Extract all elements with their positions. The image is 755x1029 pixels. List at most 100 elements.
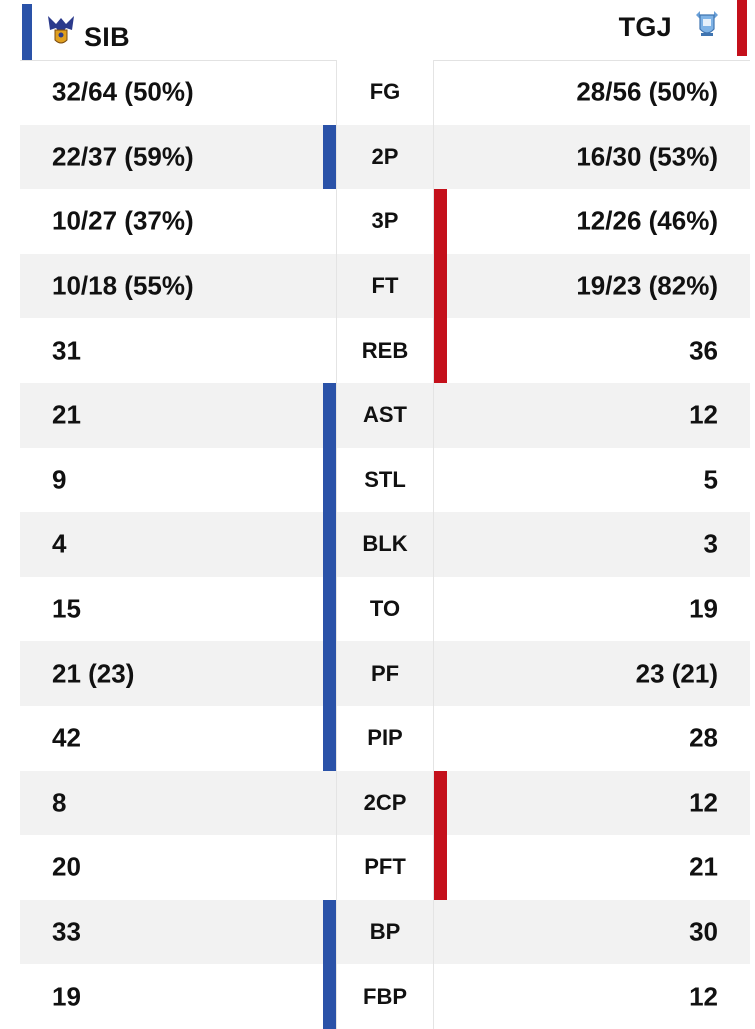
stat-label-cell: TO <box>336 576 434 642</box>
away-team-name: TGJ <box>618 12 672 42</box>
away-stat-value: 12/26 (46%) <box>576 205 718 236</box>
home-leader-indicator <box>323 964 336 1029</box>
home-stat-cell: 10/27 (37%) <box>20 189 336 254</box>
stat-label: PF <box>370 660 400 686</box>
away-stat-cell: 19 <box>434 577 750 642</box>
home-stat-value: 9 <box>52 464 67 495</box>
stat-label-cell: FG <box>336 60 434 125</box>
home-stat-cell: 10/18 (55%) <box>20 254 336 319</box>
stat-row-ast: 21 AST 12 <box>20 382 750 448</box>
stats-table: 32/64 (50%) FG 28/56 (50%) 22/37 (59%) 2P 16/… <box>20 60 750 1029</box>
stat-row-fbp: 19 FBP 12 <box>20 964 750 1029</box>
stat-label: FT <box>371 273 399 299</box>
stat-label-cell: 3P <box>336 189 434 254</box>
stat-label-cell: PF <box>336 641 434 706</box>
away-stat-value: 12 <box>689 787 718 818</box>
home-team-name: SIB <box>84 22 130 52</box>
away-leader-indicator <box>434 189 447 254</box>
home-stat-value: 22/37 (59%) <box>52 141 194 172</box>
stat-label: PFT <box>364 854 406 880</box>
home-stat-cell: 33 <box>20 899 336 965</box>
away-stat-cell: 3 <box>434 512 750 577</box>
home-leader-indicator <box>323 641 336 706</box>
home-stat-cell: 22/37 (59%) <box>20 124 336 190</box>
home-stat-cell: 31 <box>20 318 336 383</box>
away-stat-value: 3 <box>703 528 718 559</box>
home-stat-value: 21 (23) <box>52 658 135 689</box>
home-stat-value: 20 <box>52 851 81 882</box>
home-leader-indicator <box>323 705 336 771</box>
away-stat-value: 23 (21) <box>635 658 718 689</box>
stat-row-stl: 9 STL 5 <box>20 447 750 513</box>
home-leader-indicator <box>323 512 336 577</box>
away-stat-value: 30 <box>689 916 718 947</box>
home-stat-cell: 42 <box>20 705 336 771</box>
home-leader-indicator <box>323 447 336 513</box>
stat-row-2cp: 8 2CP 12 <box>20 770 750 836</box>
home-stat-cell: 9 <box>20 447 336 513</box>
away-stat-value: 12 <box>689 981 718 1012</box>
away-color-bar <box>737 0 747 56</box>
away-leader-indicator <box>434 318 447 383</box>
stat-label: FG <box>369 79 401 105</box>
stat-label-cell: AST <box>336 382 434 448</box>
home-leader-indicator <box>323 382 336 448</box>
stat-label: STL <box>364 466 406 492</box>
away-team[interactable]: TGJ <box>619 8 722 43</box>
home-stat-cell: 20 <box>20 835 336 900</box>
home-leader-indicator <box>323 124 336 190</box>
team-stats-comparison: SIB TGJ 32/64 (50%) FG 28/56 (50%) 22/37 (5… <box>20 0 750 1029</box>
away-stat-cell: 12 <box>434 964 750 1029</box>
home-stat-cell: 32/64 (50%) <box>20 60 336 125</box>
tgj-logo-icon <box>692 9 722 43</box>
away-stat-cell: 16/30 (53%) <box>434 125 750 190</box>
stat-label-cell: 2P <box>336 124 434 190</box>
stat-row-pf: 21 (23) PF 23 (21) <box>20 641 750 706</box>
home-stat-cell: 15 <box>20 576 336 642</box>
stat-label-cell: PFT <box>336 835 434 900</box>
stat-row-pft: 20 PFT 21 <box>20 835 750 900</box>
stat-label-cell: REB <box>336 318 434 383</box>
home-color-bar <box>22 4 32 60</box>
stat-label: BP <box>369 919 401 945</box>
home-team[interactable]: SIB <box>46 8 130 53</box>
away-stat-value: 28/56 (50%) <box>576 76 718 107</box>
sib-logo-icon <box>46 14 76 48</box>
stat-label: REB <box>361 337 409 363</box>
stat-label-cell: BP <box>336 899 434 965</box>
away-leader-indicator <box>434 835 447 900</box>
stat-label: FBP <box>363 983 407 1009</box>
stat-row-to: 15 TO 19 <box>20 576 750 642</box>
home-stat-value: 10/18 (55%) <box>52 270 194 301</box>
away-stat-value: 12 <box>689 399 718 430</box>
stat-label: PIP <box>367 725 403 751</box>
stat-row-bp: 33 BP 30 <box>20 899 750 965</box>
home-leader-indicator <box>323 899 336 965</box>
away-stat-cell: 5 <box>434 448 750 513</box>
away-stat-value: 28 <box>689 722 718 753</box>
stat-row-reb: 31 REB 36 <box>20 318 750 383</box>
away-stat-cell: 19/23 (82%) <box>434 253 750 319</box>
home-stat-cell: 4 <box>20 512 336 577</box>
away-stat-value: 5 <box>703 464 718 495</box>
stat-label-cell: FT <box>336 253 434 319</box>
home-stat-value: 33 <box>52 916 81 947</box>
away-stat-cell: 12 <box>434 770 750 836</box>
home-stat-value: 15 <box>52 593 81 624</box>
away-stat-cell: 30 <box>434 900 750 965</box>
stat-label-cell: BLK <box>336 512 434 577</box>
away-stat-cell: 12/26 (46%) <box>434 189 750 254</box>
stat-row-blk: 4 BLK 3 <box>20 512 750 577</box>
stat-label: 2CP <box>363 789 407 815</box>
stat-label-cell: STL <box>336 447 434 513</box>
away-stat-cell: 28 <box>434 706 750 771</box>
home-stat-value: 10/27 (37%) <box>52 205 194 236</box>
home-stat-value: 32/64 (50%) <box>52 76 194 107</box>
stat-row-3p: 10/27 (37%) 3P 12/26 (46%) <box>20 189 750 254</box>
stat-label: BLK <box>362 531 408 557</box>
teams-header: SIB TGJ <box>20 0 750 61</box>
home-stat-cell: 19 <box>20 964 336 1029</box>
home-stat-value: 21 <box>52 399 81 430</box>
home-stat-value: 42 <box>52 722 81 753</box>
away-stat-value: 16/30 (53%) <box>576 141 718 172</box>
